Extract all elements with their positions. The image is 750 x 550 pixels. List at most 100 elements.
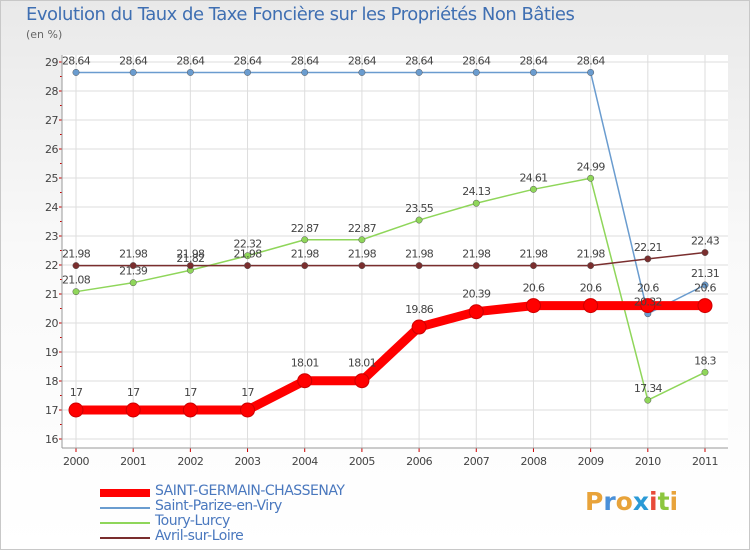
data-label-toury-lurcy: 22.32 [234, 238, 262, 251]
data-label-saint-parize-en-viry: 20.32 [634, 296, 662, 309]
data-point-saint-parize-en-viry [129, 68, 137, 76]
data-label-saint-parize-en-viry: 28.64 [234, 54, 263, 67]
data-label-saint-germain-chassenay: 17 [241, 386, 254, 399]
logo-letter: i [669, 487, 679, 516]
data-label-avril-sur-loire: 21.98 [462, 248, 491, 261]
data-label-toury-lurcy: 24.61 [519, 171, 547, 184]
legend-label: Toury-Lurcy [155, 513, 230, 529]
y-tick-label: 23 [45, 230, 58, 243]
data-label-saint-germain-chassenay: 20.6 [637, 282, 659, 295]
data-point-avril-sur-loire [472, 262, 480, 270]
data-point-toury-lurcy [415, 216, 423, 224]
data-label-saint-germain-chassenay: 19.86 [405, 303, 434, 316]
y-tick-label: 28 [45, 85, 58, 98]
data-label-avril-sur-loire: 21.98 [405, 248, 434, 261]
data-label-saint-parize-en-viry: 28.64 [348, 54, 377, 67]
series-line-saint-germain-chassenay [71, 301, 710, 415]
data-label-saint-germain-chassenay: 17 [70, 386, 83, 399]
data-label-avril-sur-loire: 21.98 [291, 248, 320, 261]
legend-label: Saint-Parize-en-Viry [155, 498, 282, 514]
data-point-saint-parize-en-viry [358, 68, 366, 76]
y-tick-label: 17 [45, 404, 58, 417]
data-point-avril-sur-loire [415, 262, 423, 270]
data-point-toury-lurcy [472, 199, 480, 207]
data-point-saint-parize-en-viry [415, 68, 423, 76]
data-point-toury-lurcy [587, 174, 595, 182]
data-label-saint-parize-en-viry: 28.64 [577, 54, 606, 67]
legend-label: SAINT-GERMAIN-CHASSENAY [155, 483, 345, 499]
data-label-saint-germain-chassenay: 20.6 [694, 282, 716, 295]
x-tick-label: 2008 [520, 455, 546, 468]
series-line-avril-sur-loire [75, 251, 706, 267]
data-label-saint-parize-en-viry: 28.64 [462, 54, 491, 67]
legend-label: Avril-sur-Loire [155, 528, 244, 544]
logo-letter: x [632, 487, 649, 516]
data-point-saint-parize-en-viry [587, 68, 595, 76]
data-label-toury-lurcy: 18.3 [694, 354, 716, 367]
data-point-avril-sur-loire [129, 262, 137, 270]
data-point-saint-parize-en-viry [472, 68, 480, 76]
data-label-saint-germain-chassenay: 17 [127, 386, 140, 399]
proxiti-logo: Proxiti [585, 487, 678, 516]
x-tick-label: 2001 [120, 455, 146, 468]
data-point-avril-sur-loire [244, 262, 251, 270]
data-label-saint-parize-en-viry: 28.64 [119, 54, 148, 67]
data-point-saint-germain-chassenay [640, 298, 656, 314]
data-point-saint-germain-chassenay [297, 373, 313, 389]
data-label-saint-germain-chassenay: 18.01 [348, 357, 376, 370]
y-tick-label: 29 [45, 56, 58, 69]
data-point-saint-parize-en-viry [701, 281, 709, 289]
legend-swatch [100, 489, 150, 497]
data-point-saint-parize-en-viry [244, 68, 251, 76]
data-label-toury-lurcy: 21.08 [62, 274, 91, 287]
chart-unit-label: (en %) [26, 28, 63, 41]
data-point-saint-germain-chassenay [583, 298, 599, 314]
x-tick-label: 2004 [292, 455, 318, 468]
data-point-avril-sur-loire [186, 262, 194, 270]
data-point-toury-lurcy [72, 288, 80, 296]
data-point-toury-lurcy [129, 279, 137, 287]
data-label-toury-lurcy: 22.87 [291, 222, 320, 235]
data-point-saint-germain-chassenay [697, 298, 713, 314]
data-point-saint-germain-chassenay [240, 402, 256, 418]
y-tick-label: 21 [45, 288, 58, 301]
x-tick-label: 2003 [235, 455, 261, 468]
data-point-avril-sur-loire [72, 262, 80, 270]
y-tick-label: 22 [45, 259, 58, 272]
data-point-saint-germain-chassenay [525, 298, 541, 314]
y-tick-label: 24 [45, 201, 58, 214]
data-label-avril-sur-loire: 22.43 [691, 235, 720, 248]
data-point-saint-parize-en-viry [72, 68, 80, 76]
data-label-toury-lurcy: 21.39 [119, 265, 148, 278]
logo-letter: o [615, 487, 633, 516]
data-point-saint-germain-chassenay [182, 402, 198, 418]
data-point-saint-parize-en-viry [530, 68, 537, 76]
legend-swatch [100, 537, 150, 539]
data-point-toury-lurcy [244, 252, 251, 260]
chart-title: Evolution du Taux de Taxe Foncière sur l… [26, 4, 575, 25]
data-label-toury-lurcy: 17.34 [634, 382, 663, 395]
data-point-avril-sur-loire [644, 255, 652, 263]
data-point-avril-sur-loire [358, 262, 366, 270]
data-label-avril-sur-loire: 21.98 [348, 248, 377, 261]
data-point-saint-parize-en-viry [301, 68, 309, 76]
data-label-saint-parize-en-viry: 28.64 [405, 54, 434, 67]
data-label-toury-lurcy: 24.13 [462, 185, 491, 198]
data-label-avril-sur-loire: 21.98 [577, 248, 606, 261]
data-label-saint-parize-en-viry: 28.64 [176, 54, 205, 67]
logo-letter: i [649, 487, 658, 516]
data-point-toury-lurcy [701, 368, 709, 376]
x-tick-label: 2005 [349, 455, 375, 468]
data-label-saint-parize-en-viry: 28.64 [291, 54, 320, 67]
data-label-avril-sur-loire: 21.98 [176, 248, 205, 261]
data-label-toury-lurcy: 22.87 [348, 222, 377, 235]
y-tick-label: 25 [45, 172, 58, 185]
data-label-toury-lurcy: 23.55 [405, 202, 434, 215]
y-tick-label: 19 [45, 346, 58, 359]
data-label-saint-germain-chassenay: 17 [184, 386, 197, 399]
data-point-avril-sur-loire [701, 249, 709, 256]
data-label-toury-lurcy: 24.99 [577, 160, 606, 173]
data-label-saint-germain-chassenay: 20.6 [580, 282, 602, 295]
data-point-saint-germain-chassenay [68, 402, 84, 418]
